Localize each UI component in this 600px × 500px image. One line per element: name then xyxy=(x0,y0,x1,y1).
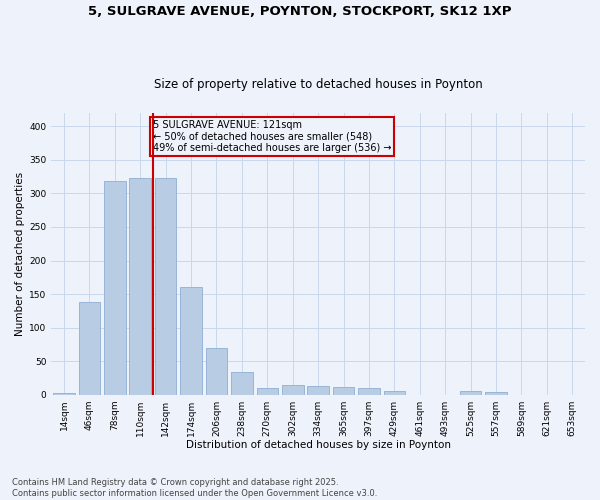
Text: 5, SULGRAVE AVENUE, POYNTON, STOCKPORT, SK12 1XP: 5, SULGRAVE AVENUE, POYNTON, STOCKPORT, … xyxy=(88,5,512,18)
Bar xyxy=(257,388,278,394)
Bar xyxy=(282,384,304,394)
Bar xyxy=(180,288,202,395)
Bar xyxy=(79,302,100,394)
Y-axis label: Number of detached properties: Number of detached properties xyxy=(15,172,25,336)
Bar xyxy=(333,386,355,394)
Bar xyxy=(358,388,380,394)
Bar xyxy=(53,392,75,394)
Title: Size of property relative to detached houses in Poynton: Size of property relative to detached ho… xyxy=(154,78,482,91)
Text: 5 SULGRAVE AVENUE: 121sqm
← 50% of detached houses are smaller (548)
49% of semi: 5 SULGRAVE AVENUE: 121sqm ← 50% of detac… xyxy=(153,120,391,153)
Bar xyxy=(307,386,329,394)
Bar xyxy=(383,391,405,394)
Bar xyxy=(155,178,176,394)
Bar xyxy=(206,348,227,395)
Bar xyxy=(460,391,481,394)
Bar xyxy=(104,182,125,394)
Bar xyxy=(130,178,151,394)
Text: Contains HM Land Registry data © Crown copyright and database right 2025.
Contai: Contains HM Land Registry data © Crown c… xyxy=(12,478,377,498)
Bar xyxy=(485,392,507,394)
Bar xyxy=(231,372,253,394)
X-axis label: Distribution of detached houses by size in Poynton: Distribution of detached houses by size … xyxy=(185,440,451,450)
